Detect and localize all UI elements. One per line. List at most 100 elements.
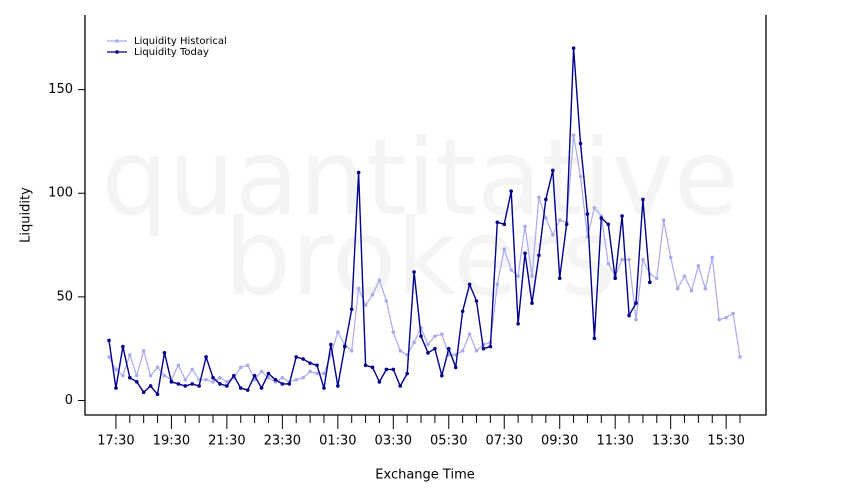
watermark: quantitative xyxy=(101,117,738,239)
point xyxy=(412,340,416,345)
x-tick-label: 05:30 xyxy=(430,434,467,449)
point xyxy=(391,330,396,334)
point xyxy=(550,232,555,237)
point xyxy=(384,367,389,372)
point xyxy=(342,344,347,349)
point xyxy=(121,344,125,349)
point xyxy=(377,380,382,384)
legend-label: Liquidity Historical xyxy=(134,36,227,47)
point xyxy=(398,348,403,353)
point xyxy=(571,133,576,138)
point xyxy=(703,286,708,291)
point xyxy=(384,299,389,303)
point xyxy=(245,363,250,368)
point xyxy=(370,365,375,370)
x-tick-label: 13:30 xyxy=(652,434,689,449)
point xyxy=(294,355,299,359)
point xyxy=(557,218,562,222)
point xyxy=(523,224,527,229)
legend-marker xyxy=(115,50,119,54)
point xyxy=(592,336,597,341)
point xyxy=(363,303,368,307)
y-tick-label: 50 xyxy=(56,289,73,304)
x-tick-label: 15:30 xyxy=(707,434,744,449)
point xyxy=(446,346,451,351)
point xyxy=(280,375,285,380)
point xyxy=(696,263,701,268)
point xyxy=(349,307,354,312)
point xyxy=(544,197,548,202)
point xyxy=(398,384,403,388)
point xyxy=(585,212,590,216)
x-tick-label: 03:30 xyxy=(375,434,412,449)
point xyxy=(329,342,333,347)
point xyxy=(530,274,534,278)
x-tick-label: 19:30 xyxy=(153,434,190,449)
point xyxy=(183,377,188,382)
point xyxy=(183,384,188,388)
point xyxy=(356,286,361,291)
point xyxy=(259,386,264,390)
point xyxy=(738,355,742,359)
point xyxy=(710,255,715,260)
point xyxy=(204,355,208,359)
point xyxy=(592,205,597,210)
point xyxy=(225,380,229,384)
plot-frame xyxy=(84,15,767,416)
watermark: brokers xyxy=(224,197,615,319)
point xyxy=(155,392,160,397)
point xyxy=(301,357,305,361)
point xyxy=(641,257,645,262)
point xyxy=(550,168,555,173)
point xyxy=(440,332,444,336)
point xyxy=(571,46,576,50)
point xyxy=(141,348,146,353)
legend-marker xyxy=(115,39,119,43)
point xyxy=(627,313,631,318)
point xyxy=(613,276,617,281)
point xyxy=(426,342,430,347)
point xyxy=(682,274,687,278)
point xyxy=(148,384,153,388)
point xyxy=(315,371,319,376)
point xyxy=(197,384,201,388)
point xyxy=(516,322,520,326)
x-tick-label: 09:30 xyxy=(541,434,578,449)
point xyxy=(308,361,312,365)
point xyxy=(391,367,396,372)
point xyxy=(564,222,569,227)
point xyxy=(467,282,472,287)
point xyxy=(134,380,139,384)
point xyxy=(495,220,500,225)
point xyxy=(606,222,611,227)
point xyxy=(322,371,326,376)
point xyxy=(599,216,604,220)
x-tick-label: 07:30 xyxy=(486,434,523,449)
point xyxy=(273,377,278,382)
point xyxy=(301,375,305,380)
point xyxy=(453,365,458,370)
x-tick-label: 21:30 xyxy=(208,434,245,449)
point xyxy=(190,382,195,386)
point xyxy=(440,373,444,378)
point xyxy=(211,375,215,380)
y-tick-label: 0 xyxy=(65,393,73,408)
point xyxy=(169,380,174,384)
point xyxy=(190,367,195,372)
point xyxy=(370,292,375,297)
point xyxy=(287,382,292,386)
point xyxy=(523,251,527,256)
point xyxy=(509,189,513,193)
point xyxy=(315,363,319,368)
point xyxy=(232,373,236,378)
point xyxy=(530,301,534,305)
point xyxy=(668,255,673,260)
point xyxy=(336,384,340,388)
point xyxy=(654,276,659,281)
point xyxy=(419,334,423,339)
point xyxy=(502,222,507,227)
point xyxy=(557,276,562,281)
point xyxy=(204,377,208,382)
point xyxy=(495,282,500,287)
